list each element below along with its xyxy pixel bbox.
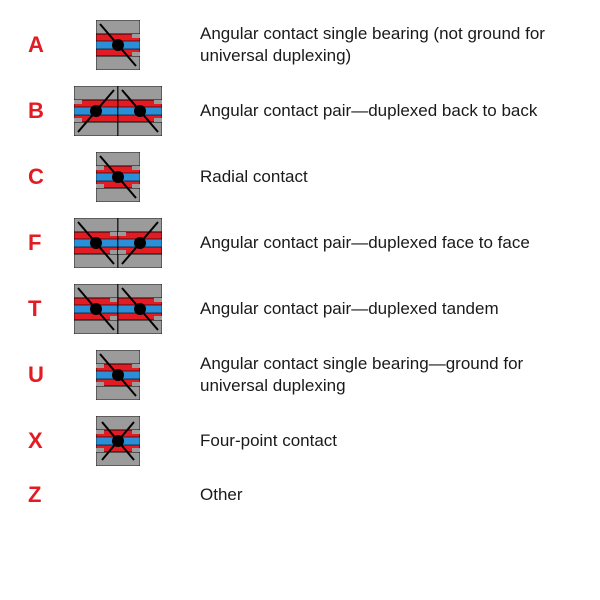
legend-row: T Angular contact pair—duplexed tandem	[28, 284, 572, 334]
legend-code: B	[28, 98, 74, 124]
legend-description: Angular contact pair—duplexed face to fa…	[190, 232, 530, 254]
legend-row: X Four-point contact	[28, 416, 572, 466]
legend-code: F	[28, 230, 74, 256]
bearing-icon-duplex_back_to_back	[74, 86, 190, 136]
legend-row: U Angular contact single bearing—ground f…	[28, 350, 572, 400]
legend-code: A	[28, 32, 74, 58]
legend-description: Angular contact single bearing (not grou…	[190, 23, 572, 67]
bearing-icon-four_point	[74, 416, 190, 466]
legend-description: Angular contact pair—duplexed tandem	[190, 298, 499, 320]
legend-code: Z	[28, 482, 74, 508]
bearing-icon-angular_single	[74, 20, 190, 70]
bearing-icon-radial	[74, 152, 190, 202]
bearing-icon-duplex_tandem	[74, 284, 190, 334]
legend-row: B Angular contact pair—duplexed back to b…	[28, 86, 572, 136]
legend-description: Radial contact	[190, 166, 308, 188]
legend-row: F Angular contact pair—duplexed face to f…	[28, 218, 572, 268]
legend-description: Four-point contact	[190, 430, 337, 452]
legend-row: A Angular contact single bearing (not gro…	[28, 20, 572, 70]
legend-code: X	[28, 428, 74, 454]
legend-row: C Radial contact	[28, 152, 572, 202]
legend-description: Angular contact pair—duplexed back to ba…	[190, 100, 537, 122]
legend-code: T	[28, 296, 74, 322]
bearing-icon-angular_universal	[74, 350, 190, 400]
legend-code: U	[28, 362, 74, 388]
legend-description: Angular contact single bearing—ground fo…	[190, 353, 572, 397]
legend-description: Other	[190, 484, 243, 506]
bearing-legend: A Angular contact single bearing (not gro…	[28, 20, 572, 508]
bearing-icon-duplex_face_to_face	[74, 218, 190, 268]
legend-row: Z Other	[28, 482, 572, 508]
legend-code: C	[28, 164, 74, 190]
